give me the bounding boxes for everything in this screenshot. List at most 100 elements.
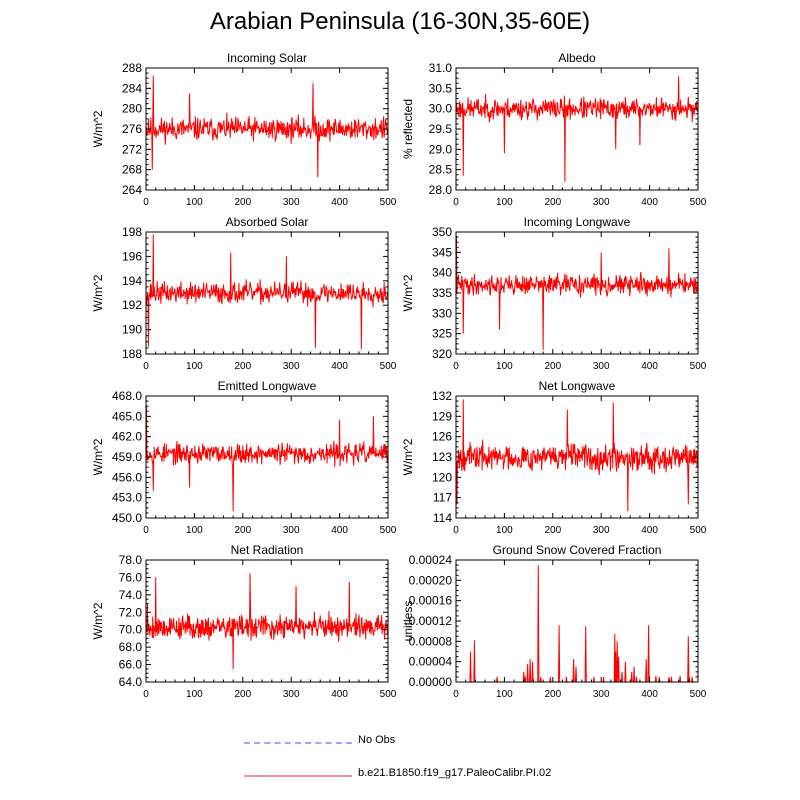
x-tick-label: 200: [234, 197, 251, 208]
y-tick-label: 190: [122, 323, 142, 337]
y-tick-label: 340: [432, 266, 452, 280]
panel-title: Absorbed Solar: [226, 215, 309, 229]
y-tick-label: 66.0: [119, 658, 143, 672]
y-tick-label: 196: [122, 249, 142, 263]
x-tick-label: 500: [690, 197, 707, 208]
y-tick-label: 29.5: [429, 122, 453, 136]
y-tick-label: 132: [432, 389, 452, 403]
x-tick-label: 300: [593, 689, 610, 700]
y-tick-label: 280: [122, 102, 142, 116]
x-tick-label: 100: [496, 197, 513, 208]
x-tick-label: 200: [544, 361, 561, 372]
panel-1: Incoming Solar W/m^2 0 100 200 300 400 500 264 26…: [91, 51, 397, 208]
y-tick-label: 120: [432, 470, 452, 484]
series-line: [456, 565, 698, 683]
legend-item-model-run: b.e21.B1850.f19_g17.PaleoCalibr.PI.02: [244, 766, 664, 786]
x-tick-label: 0: [453, 689, 459, 700]
x-tick-label: 300: [593, 197, 610, 208]
x-tick-label: 500: [380, 525, 397, 536]
y-tick-label: 335: [432, 286, 452, 300]
x-tick-label: 0: [143, 525, 149, 536]
panel-6: Net Longwave W/m^2 0 100 200 300 400 500 114 117 1…: [401, 379, 707, 536]
series-line: [145, 573, 389, 669]
y-tick-label: 198: [122, 225, 142, 239]
x-tick-label: 100: [496, 361, 513, 372]
y-tick-label: 78.0: [119, 553, 143, 567]
y-tick-label: 276: [122, 122, 142, 136]
panel-2: Albedo % reflected 0 100 200 300 400 500 28.0 28.…: [401, 51, 707, 208]
y-tick-label: 188: [122, 347, 142, 361]
plot-frame: [455, 559, 699, 683]
y-axis-label: % reflected: [401, 99, 415, 159]
y-tick-label: 0.00008: [409, 634, 453, 648]
y-tick-label: 68.0: [119, 640, 143, 654]
x-tick-label: 200: [544, 525, 561, 536]
x-tick-label: 400: [331, 689, 348, 700]
plot-frame: [455, 231, 699, 355]
panel-title: Incoming Longwave: [524, 215, 631, 229]
x-tick-label: 100: [186, 689, 203, 700]
y-tick-label: 31.0: [429, 61, 453, 75]
y-tick-label: 192: [122, 298, 142, 312]
panel-5: Emitted Longwave W/m^2 0 100 200 300 400 500 450…: [91, 379, 397, 536]
x-tick-label: 400: [331, 361, 348, 372]
y-tick-label: 117: [433, 491, 452, 505]
panel-title: Incoming Solar: [227, 51, 307, 65]
y-tick-label: 450.0: [112, 511, 142, 525]
series-line: [145, 234, 389, 350]
y-tick-label: 28.5: [429, 163, 453, 177]
y-tick-label: 468.0: [112, 389, 142, 403]
series-line: [145, 406, 389, 512]
y-tick-label: 76.0: [119, 570, 143, 584]
x-tick-label: 200: [544, 197, 561, 208]
panel-title: Ground Snow Covered Fraction: [493, 543, 662, 557]
series-line: [455, 399, 699, 512]
x-tick-label: 100: [186, 197, 203, 208]
y-axis-label: W/m^2: [401, 438, 415, 475]
x-tick-label: 0: [143, 689, 149, 700]
legend-item-no-obs: No Obs: [244, 733, 664, 753]
x-tick-label: 400: [641, 689, 658, 700]
y-axis-label: W/m^2: [91, 602, 105, 639]
x-tick-label: 300: [283, 525, 300, 536]
y-tick-label: 459.0: [112, 450, 142, 464]
x-tick-label: 100: [186, 361, 203, 372]
y-tick-label: 0.00000: [409, 675, 453, 689]
legend-swatch-model-run: [244, 775, 352, 777]
y-tick-label: 74.0: [119, 588, 143, 602]
y-tick-label: 0.00016: [409, 594, 453, 608]
y-tick-label: 0.00012: [409, 614, 453, 628]
y-tick-label: 325: [432, 327, 452, 341]
y-tick-label: 30.0: [429, 102, 453, 116]
y-tick-label: 284: [122, 81, 142, 95]
y-tick-label: 29.0: [429, 142, 453, 156]
x-tick-label: 200: [234, 525, 251, 536]
y-tick-label: 350: [432, 225, 452, 239]
x-tick-label: 200: [234, 689, 251, 700]
y-tick-label: 129: [432, 409, 452, 423]
y-tick-label: 345: [432, 245, 452, 259]
x-tick-label: 100: [186, 525, 203, 536]
y-tick-label: 465.0: [112, 409, 142, 423]
x-tick-label: 300: [593, 525, 610, 536]
y-tick-label: 28.0: [429, 183, 453, 197]
y-tick-label: 70.0: [119, 623, 143, 637]
x-tick-label: 500: [380, 197, 397, 208]
x-tick-label: 500: [380, 361, 397, 372]
y-tick-label: 30.5: [429, 81, 453, 95]
panel-title: Net Longwave: [539, 379, 616, 393]
x-tick-label: 100: [496, 689, 513, 700]
plot-frame: [455, 67, 699, 191]
x-tick-label: 400: [641, 361, 658, 372]
main-title: Arabian Peninsula (16-30N,35-60E): [209, 8, 591, 35]
y-axis-label: unitless: [401, 601, 415, 642]
x-tick-label: 300: [283, 689, 300, 700]
panel-title: Net Radiation: [231, 543, 304, 557]
x-tick-label: 300: [283, 197, 300, 208]
y-tick-label: 268: [122, 163, 142, 177]
panel-7: Net Radiation W/m^2 0 100 200 300 400 500 64.0 66…: [91, 543, 397, 700]
y-axis-label: W/m^2: [401, 274, 415, 311]
y-tick-label: 456.0: [112, 470, 142, 484]
panel-title: Emitted Longwave: [218, 379, 317, 393]
